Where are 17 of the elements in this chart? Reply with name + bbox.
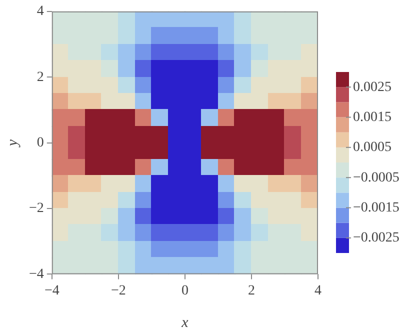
color-bar-label: −0.0015 [353, 200, 400, 216]
x-tick-label: 0 [181, 283, 188, 298]
y-axis-title: y [4, 139, 21, 148]
color-bar-label: 0.0025 [353, 80, 392, 95]
y-tick-label: 4 [36, 4, 44, 20]
y-tick-label: 0 [36, 135, 44, 150]
color-bar-label: −0.0025 [353, 230, 400, 246]
y-tick-label: 2 [36, 70, 44, 85]
x-tick-label: 4 [314, 283, 322, 298]
x-axis-title: x [180, 314, 189, 331]
x-tick-label: 2 [248, 283, 255, 298]
color-bar-label: 0.0005 [353, 140, 392, 156]
x-tick-label: −2 [110, 283, 126, 298]
y-tick-label: −4 [28, 266, 44, 282]
color-bar-label: 0.0015 [353, 110, 392, 125]
y-tick-label: −2 [28, 201, 44, 216]
color-bar-label: −0.0005 [353, 170, 400, 186]
